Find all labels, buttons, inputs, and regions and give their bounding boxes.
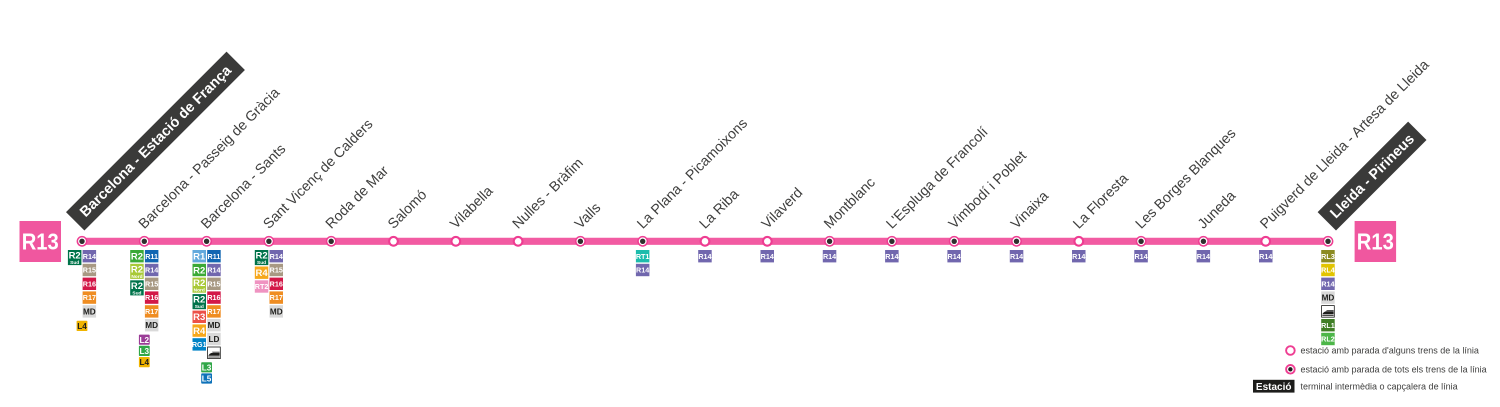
svg-text:R13: R13 <box>1357 228 1394 254</box>
svg-text:R11: R11 <box>208 252 221 261</box>
svg-text:R17: R17 <box>83 293 96 302</box>
svg-text:R14: R14 <box>885 252 898 261</box>
svg-text:Sud: Sud <box>132 290 141 296</box>
svg-text:R14: R14 <box>761 252 774 261</box>
svg-text:R14: R14 <box>636 266 649 275</box>
svg-text:MD: MD <box>145 321 158 330</box>
svg-text:R16: R16 <box>145 293 158 302</box>
svg-text:L4: L4 <box>77 322 87 331</box>
svg-text:Nord: Nord <box>131 274 142 280</box>
svg-text:MD: MD <box>208 321 221 330</box>
svg-text:R14: R14 <box>948 252 961 261</box>
svg-text:terminal intermèdia o capçaler: terminal intermèdia o capçalera de línia <box>1301 381 1458 391</box>
svg-text:R17: R17 <box>145 307 158 316</box>
svg-text:R15: R15 <box>83 266 96 275</box>
svg-text:R2: R2 <box>193 278 205 289</box>
svg-text:RL2: RL2 <box>1321 335 1335 344</box>
svg-text:Sud: Sud <box>195 304 204 310</box>
svg-text:R4: R4 <box>255 268 268 279</box>
svg-text:estació amb parada de tots els: estació amb parada de tots els trens de … <box>1301 365 1487 375</box>
svg-text:R13: R13 <box>22 228 59 254</box>
svg-text:R2: R2 <box>131 252 143 263</box>
svg-text:L3: L3 <box>202 363 212 372</box>
svg-text:R2: R2 <box>131 281 143 292</box>
svg-text:R14: R14 <box>823 252 836 261</box>
svg-text:R14: R14 <box>1197 252 1210 261</box>
svg-text:R16: R16 <box>207 293 220 302</box>
svg-text:R14: R14 <box>1072 252 1085 261</box>
svg-text:R2: R2 <box>255 251 267 262</box>
svg-text:MD: MD <box>83 307 96 316</box>
svg-text:R17: R17 <box>207 307 220 316</box>
svg-text:R14: R14 <box>1010 252 1023 261</box>
svg-text:MD: MD <box>1322 294 1335 303</box>
svg-text:L3: L3 <box>140 347 150 356</box>
svg-text:estació amb parada d'alguns tr: estació amb parada d'alguns trens de la … <box>1301 346 1479 356</box>
svg-text:R11: R11 <box>145 252 158 261</box>
svg-text:R14: R14 <box>1321 279 1334 288</box>
svg-text:R2: R2 <box>193 295 205 306</box>
svg-text:RG1: RG1 <box>192 340 207 349</box>
svg-text:MD: MD <box>270 307 283 316</box>
svg-text:Estació: Estació <box>1256 382 1292 393</box>
svg-text:R1: R1 <box>193 252 206 263</box>
svg-text:RT2: RT2 <box>255 282 269 291</box>
svg-text:R17: R17 <box>270 293 283 302</box>
svg-text:R3: R3 <box>193 312 205 323</box>
svg-text:R2: R2 <box>131 264 143 275</box>
svg-text:R14: R14 <box>698 252 711 261</box>
svg-text:RT1: RT1 <box>636 252 650 261</box>
svg-text:R14: R14 <box>270 252 283 261</box>
svg-text:RL4: RL4 <box>1321 266 1335 275</box>
svg-text:R14: R14 <box>1134 252 1147 261</box>
svg-text:R15: R15 <box>145 279 158 288</box>
svg-text:RL3: RL3 <box>1321 252 1335 261</box>
svg-text:LD: LD <box>208 335 219 344</box>
svg-text:Sud: Sud <box>257 260 266 266</box>
svg-text:R2: R2 <box>193 265 205 276</box>
svg-text:R14: R14 <box>1259 252 1272 261</box>
svg-text:RL1: RL1 <box>1321 321 1335 330</box>
svg-text:R14: R14 <box>83 252 96 261</box>
svg-text:R15: R15 <box>270 266 283 275</box>
svg-text:L2: L2 <box>140 336 150 345</box>
svg-text:R16: R16 <box>270 279 283 288</box>
svg-text:R14: R14 <box>145 266 158 275</box>
svg-text:R2: R2 <box>69 251 81 262</box>
svg-text:L4: L4 <box>140 358 150 367</box>
svg-text:Sud: Sud <box>70 260 79 266</box>
svg-text:Nord: Nord <box>194 288 205 294</box>
svg-text:R16: R16 <box>83 279 96 288</box>
svg-text:R15: R15 <box>207 279 220 288</box>
svg-text:R14: R14 <box>207 266 220 275</box>
svg-text:L5: L5 <box>202 375 212 384</box>
svg-text:R4: R4 <box>193 326 206 337</box>
